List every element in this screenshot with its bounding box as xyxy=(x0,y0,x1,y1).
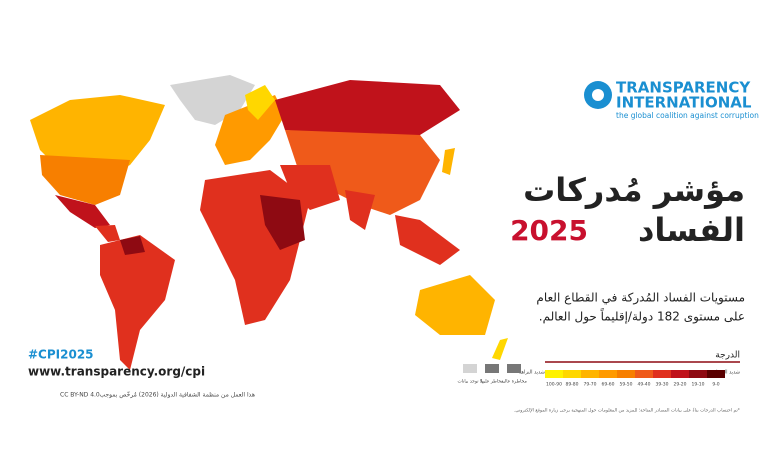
legend-extra-label: لا توجد بيانات xyxy=(458,380,483,385)
legend-extra-swatch xyxy=(507,364,521,373)
title: مؤشر مُدركات xyxy=(523,171,745,209)
legend-swatch xyxy=(617,370,635,378)
scandinavia xyxy=(245,85,275,120)
subtitle: على مستوى 182 دولة/إقليماً حول العالم. xyxy=(539,308,745,325)
new-zealand xyxy=(492,338,508,360)
legend-swatch xyxy=(653,370,671,378)
legend-label: 89-80 xyxy=(565,382,578,388)
south-america xyxy=(100,235,175,370)
legend-label: 29-20 xyxy=(673,382,686,388)
legend-high: شديد الفساد xyxy=(714,370,740,376)
legend-title: الدرجة xyxy=(715,351,740,361)
legend-swatch xyxy=(563,370,581,378)
logo-tagline: the global coalition against corruption xyxy=(616,111,759,120)
legend-swatch xyxy=(689,370,707,378)
license-text: هذا العمل من منظمة الشفافية الدولية (202… xyxy=(100,391,255,399)
venezuela xyxy=(120,236,145,255)
legend-low: شديد النزاهة xyxy=(519,370,545,376)
north-america xyxy=(30,95,165,175)
title: الفساد xyxy=(638,211,745,249)
legend-swatch xyxy=(635,370,653,378)
japan xyxy=(442,148,455,175)
legend-swatch xyxy=(671,370,689,378)
legend-swatch xyxy=(545,370,563,378)
middle-east xyxy=(280,165,340,210)
logo-name: TRANSPARENCY xyxy=(616,79,751,97)
legend-label: 9-0 xyxy=(712,382,719,388)
world-map xyxy=(30,75,508,370)
asia xyxy=(285,130,440,215)
legend-extra-label: مخاطرة عالية xyxy=(501,380,527,385)
legend-swatch xyxy=(581,370,599,378)
usa xyxy=(40,155,130,205)
legend-swatch xyxy=(599,370,617,378)
footnote: *تم احتساب الدرجات بناءً على بيانات المص… xyxy=(514,408,741,414)
europe xyxy=(215,95,285,165)
legend-label: 79-70 xyxy=(583,382,596,388)
russia xyxy=(275,80,460,135)
southeast-asia xyxy=(395,215,460,265)
central-america xyxy=(95,225,120,242)
legend-label: 69-60 xyxy=(601,382,614,388)
legend-label: 39-30 xyxy=(655,382,668,388)
title-year: 2025 xyxy=(510,214,588,247)
legend-label: 100-90 xyxy=(546,382,562,388)
hashtag: #CPI2025 xyxy=(28,348,94,362)
legend-extra-label: مخاطر عليها xyxy=(480,380,504,385)
south-asia xyxy=(345,190,375,230)
legend-extra-swatch xyxy=(485,364,499,373)
legend-label: 59-50 xyxy=(619,382,632,388)
logo: TRANSPARENCY INTERNATIONAL the global co… xyxy=(584,79,759,120)
east-africa xyxy=(260,195,305,250)
subtitle: مستويات الفساد المُدركة في القطاع العام xyxy=(536,291,745,306)
url: www.transparency.org/cpi xyxy=(28,365,205,379)
legend-label: 49-40 xyxy=(637,382,650,388)
legend-label: 19-10 xyxy=(691,382,704,388)
legend-extra-swatch xyxy=(463,364,477,373)
logo-mark-inner xyxy=(592,89,604,101)
license-code: CC BY-ND 4.0 xyxy=(60,392,100,399)
legend-swatch xyxy=(707,370,725,378)
australia xyxy=(415,275,495,335)
mexico xyxy=(55,195,110,228)
logo-name: INTERNATIONAL xyxy=(616,94,752,112)
